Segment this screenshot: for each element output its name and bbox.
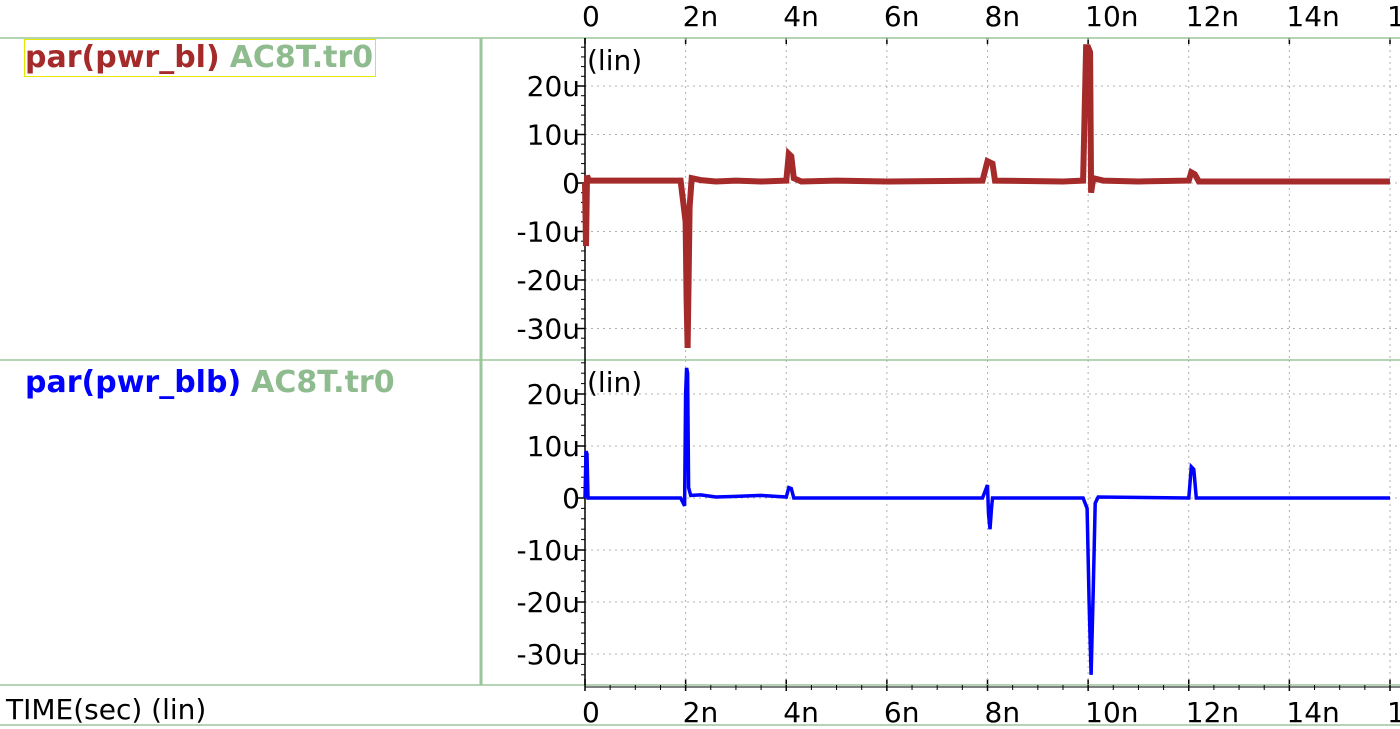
y-tick-label: 10u [527,119,580,152]
top-x-tick-label: 14n [1286,0,1339,33]
y-tick-label: -30u [517,313,580,346]
bottom-x-tick-label: 4n [783,696,819,729]
plot-panel-1: 20u 10u 0 -10u -20u -30u (lin) [517,38,1400,360]
y-tick-label: 0 [562,482,580,515]
series-line-parpwr_bl [582,44,1390,348]
y-tick-label: 20u [527,378,580,411]
top-x-tick-label: 4n [783,0,819,33]
bottom-x-tick-label: 2n [683,696,719,729]
top-x-tick-label: 6n [884,0,920,33]
top-x-tick-label: 12n [1186,0,1239,33]
y-tick-label: 0 [562,167,580,200]
bottom-x-tick-label: 12n [1186,696,1239,729]
series-line-parpwr_blb [583,367,1390,675]
legend-file-pwr-bl: AC8T.tr0 [229,40,374,75]
y-tick-label: -10u [517,216,580,249]
bottom-x-tick-label: 6n [884,696,920,729]
plot-panel-2: 20u 10u 0 -10u -20u -30u (lin) [517,360,1400,685]
y-tick-label: -20u [517,264,580,297]
top-x-tick-label: 0 [582,0,600,33]
x-axis-label: TIME(sec) (lin) [6,693,207,726]
legend-pwr-bl[interactable]: par(pwr_bl) AC8T.tr0 [23,39,377,77]
y-tick-label: 10u [527,430,580,463]
y-tick-label: 20u [527,70,580,103]
legend-signal-pwr-bl: par(pwr_bl) [25,40,220,75]
bottom-x-tick-label: 10n [1085,696,1138,729]
bottom-x-tick-label: 8n [985,696,1021,729]
y-tick-label: -10u [517,534,580,567]
legend-panel: par(pwr_bl) AC8T.tr0 par(pwr_blb) AC8T.tr0… [0,0,480,729]
top-x-tick-label: 8n [985,0,1021,33]
legend-file-pwr-blb: AC8T.tr0 [251,365,395,400]
bottom-x-tick-label: 14n [1286,696,1339,729]
bottom-x-tick-label: 0 [582,696,600,729]
legend-pwr-blb[interactable]: par(pwr_blb) AC8T.tr0 [25,365,395,401]
y-scale-label: (lin) [587,44,642,77]
top-x-tick-label: 2n [683,0,719,33]
legend-signal-pwr-blb: par(pwr_blb) [25,365,242,400]
top-x-tick-label: 16n [1387,0,1400,33]
bottom-x-tick-label: 16n [1387,696,1400,729]
y-scale-label: (lin) [587,366,642,399]
top-x-tick-label: 10n [1085,0,1138,33]
y-tick-label: -20u [517,586,580,619]
y-tick-label: -30u [517,638,580,671]
